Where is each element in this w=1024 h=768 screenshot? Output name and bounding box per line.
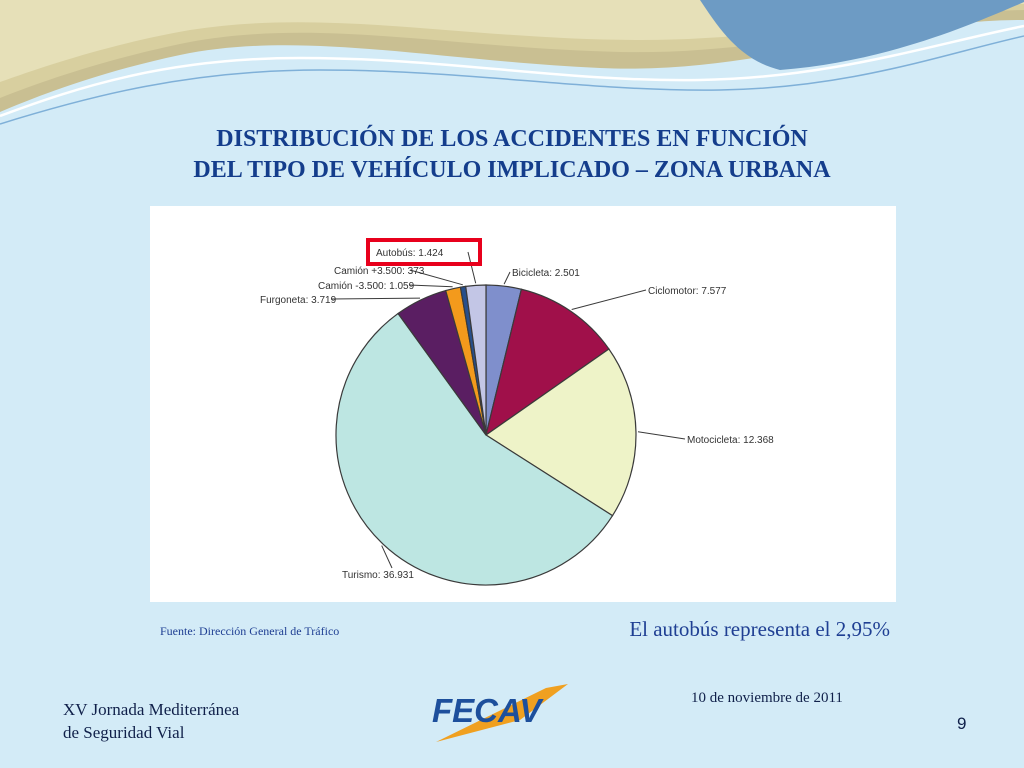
header-wave-decoration: [0, 0, 1024, 125]
leader-line-motocicleta: [637, 431, 686, 440]
leader-line-camion-3-500: [408, 284, 453, 288]
pie-labels: Bicicleta: 2.501 Ciclomotor: 7.577 Motocic…: [260, 248, 774, 581]
pie-label-camion-3-500: Camión -3.500: 1.059: [318, 281, 415, 292]
leader-line-autobus: [467, 251, 477, 284]
highlight-box-autobus: [366, 238, 482, 266]
pie-label-turismo: Turismo: 36.931: [342, 570, 414, 581]
pie-label-ciclomotor: Ciclomotor: 7.577: [648, 286, 727, 297]
pie-label-autobus: Autobús: 1.424: [376, 248, 444, 259]
slide-title: DISTRIBUCIÓN DE LOS ACCIDENTES EN FUNCIÓ…: [0, 124, 1024, 186]
pie-label-motocicleta: Motocicleta: 12.368: [687, 435, 774, 446]
pie-label-camion-3-500: Camión +3.500: 373: [334, 266, 425, 277]
presentation-date: 10 de noviembre de 2011: [691, 690, 843, 706]
leader-line-furgoneta: [330, 297, 421, 300]
source-caption: Fuente: Dirección General de Tráfico: [160, 624, 340, 638]
leader-line-ciclomotor: [571, 289, 647, 310]
pie-slices: [335, 284, 637, 586]
pie-chart-panel: Bicicleta: 2.501 Ciclomotor: 7.577 Motocic…: [150, 206, 896, 602]
leader-line-camion-3-500: [409, 269, 463, 286]
pie-slice-ciclomotor: [485, 288, 610, 437]
highlight-note: El autobús representa el 2,95%: [629, 617, 890, 641]
fecav-logo: FECAV: [432, 684, 568, 742]
pie-slice-turismo: [335, 312, 614, 586]
pie-label-furgoneta: Furgoneta: 3.719: [260, 295, 337, 306]
event-name-line-2: de Seguridad Vial: [63, 723, 185, 742]
page-number: 9: [957, 714, 967, 733]
fecav-logo-lettering: FECAV: [432, 692, 544, 729]
pie-slice-autobus: [465, 284, 487, 436]
event-name-line-1: XV Jornada Mediterránea: [63, 700, 240, 719]
pie-label-bicicleta: Bicicleta: 2.501: [512, 268, 580, 279]
slide-title-line-1: DISTRIBUCIÓN DE LOS ACCIDENTES EN FUNCIÓ…: [216, 126, 808, 152]
pie-chart: Bicicleta: 2.501 Ciclomotor: 7.577 Motocic…: [260, 238, 774, 586]
event-name: XV Jornada Mediterránea de Seguridad Via…: [63, 698, 239, 744]
slide-title-line-2: DEL TIPO DE VEHÍCULO IMPLICADO – ZONA UR…: [193, 157, 831, 183]
leader-line-bicicleta: [503, 271, 511, 285]
pie-slice-motocicleta: [484, 348, 637, 517]
leader-line-turismo: [381, 545, 393, 569]
